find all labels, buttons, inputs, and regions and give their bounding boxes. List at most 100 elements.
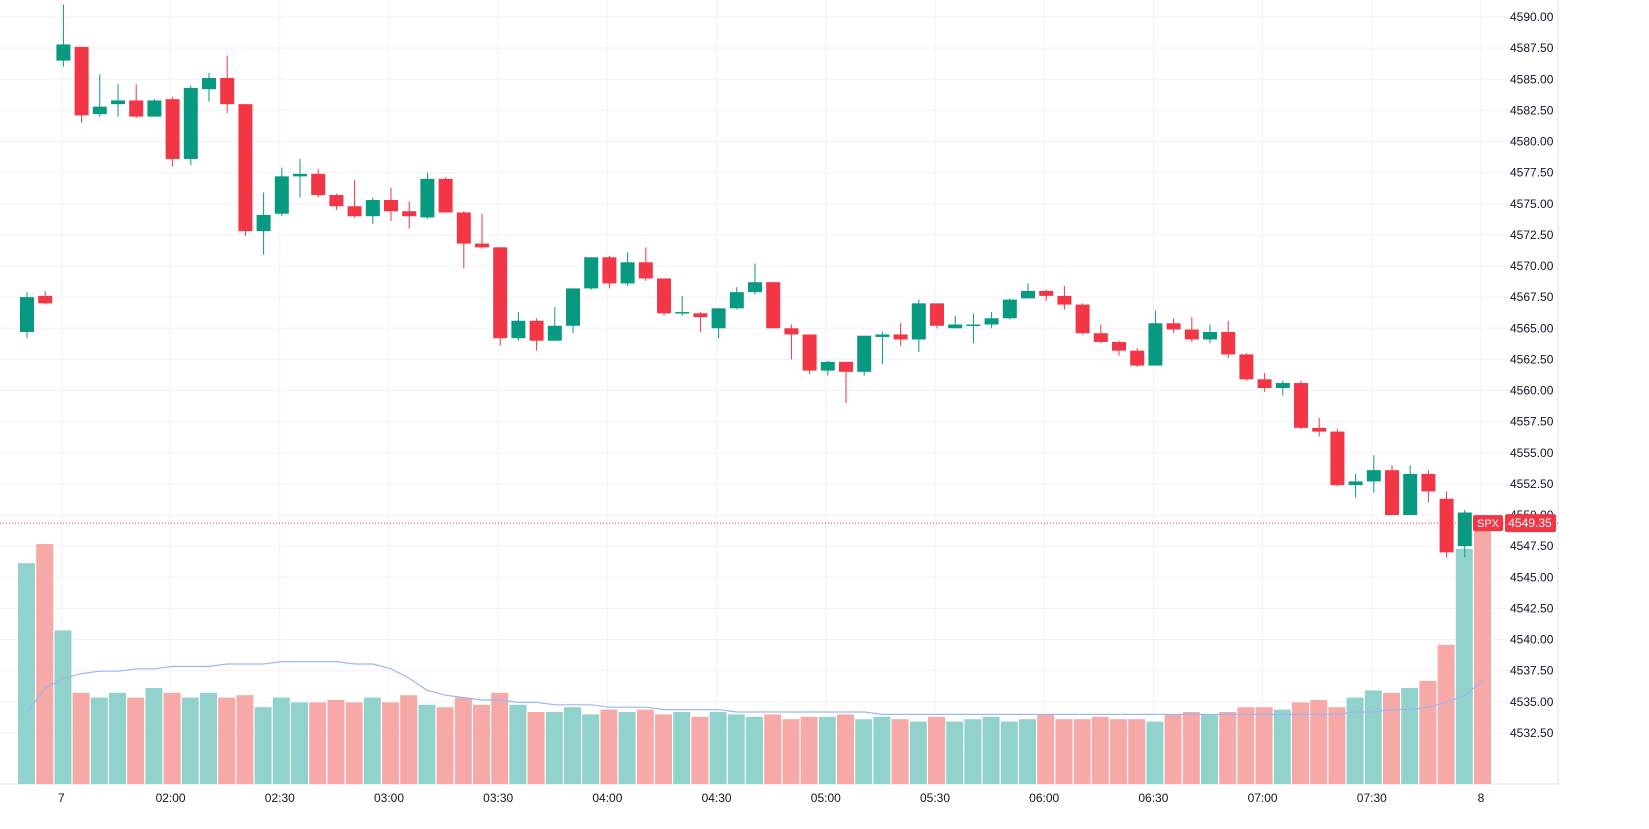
volume-bar — [127, 697, 145, 784]
price-axis-label: 4560.00 — [1510, 384, 1554, 398]
candle-body — [1312, 427, 1327, 432]
volume-bar — [236, 695, 254, 784]
price-axis-label: 4542.50 — [1510, 601, 1554, 615]
candle-body — [729, 292, 744, 309]
candle-body — [129, 100, 144, 117]
candle-body — [784, 328, 799, 335]
time-axis-label: 03:30 — [483, 791, 513, 805]
price-axis-label: 4555.00 — [1510, 446, 1554, 460]
volume-bar — [145, 688, 163, 784]
time-axis-label: 02:30 — [265, 791, 295, 805]
price-axis-label: 4582.50 — [1510, 103, 1554, 117]
price-axis-label: 4580.00 — [1510, 135, 1554, 149]
candle-body — [329, 195, 344, 207]
time-axis-label: 07:00 — [1248, 791, 1278, 805]
candle-body — [511, 320, 526, 339]
volume-bar — [1055, 719, 1073, 784]
price-axis-label: 4567.50 — [1510, 290, 1554, 304]
volume-bar — [454, 697, 472, 784]
volume-bar — [327, 700, 345, 784]
volume-bar — [1201, 714, 1218, 784]
candle-body — [547, 325, 562, 341]
volume-bar — [1292, 702, 1309, 784]
candle-body — [1203, 331, 1217, 340]
candle-body — [657, 278, 671, 314]
candle-body — [911, 303, 926, 340]
candle-body — [293, 173, 307, 177]
volume-bar — [1110, 719, 1127, 784]
last-price-label: 4549.35 — [1508, 516, 1552, 530]
candle-body — [566, 288, 580, 326]
candle-body — [1130, 350, 1145, 366]
volume-bar — [1383, 692, 1400, 784]
volume-bar — [909, 721, 927, 784]
volume-bar — [1146, 721, 1164, 784]
volume-bar — [946, 721, 964, 784]
candle-body — [1221, 331, 1236, 355]
volume-bar — [436, 707, 454, 784]
volume-bar — [1128, 719, 1146, 784]
volume-bar — [1255, 707, 1273, 784]
last-price-badge: SPX 4549.35 — [1473, 514, 1556, 533]
candle-body — [1057, 295, 1072, 305]
volume-bar — [509, 704, 527, 784]
volume-bar — [982, 716, 1000, 784]
volume-bar — [291, 702, 308, 784]
volume-bar — [1237, 707, 1255, 784]
candle-body — [1385, 470, 1399, 515]
volume-bar — [1364, 690, 1382, 784]
volume-bar — [691, 716, 709, 784]
candle-body — [1021, 290, 1035, 299]
candle-body — [1366, 470, 1381, 482]
candle-body — [238, 104, 253, 232]
price-axis-label: 4587.50 — [1510, 41, 1554, 55]
volume-bar — [36, 544, 54, 784]
candle-body — [92, 106, 107, 115]
candle-body — [183, 87, 198, 159]
volume-bar — [418, 704, 436, 784]
volume-bar — [855, 719, 873, 784]
volume-bar — [1219, 712, 1237, 784]
volume-bar — [618, 712, 636, 784]
volume-bar — [818, 716, 836, 784]
volume-bar — [473, 704, 490, 784]
volume-bar — [309, 702, 327, 784]
candle-body — [1403, 473, 1418, 515]
candle-body — [1257, 379, 1272, 389]
last-price-bg — [1505, 514, 1556, 533]
volume-bar — [891, 719, 909, 784]
volume-bar — [1437, 644, 1455, 784]
volume-bar — [1073, 719, 1091, 784]
candle-body — [147, 100, 162, 117]
candle-body — [584, 257, 599, 289]
candle-body — [766, 282, 781, 329]
candle-body — [347, 206, 362, 217]
volume-bar — [200, 692, 217, 784]
volume-bar — [837, 714, 854, 784]
candle-body — [529, 320, 544, 341]
candle-body — [274, 176, 289, 214]
price-axis-label: 4537.50 — [1510, 664, 1554, 678]
price-axis-label: 4545.00 — [1510, 570, 1554, 584]
candle-body — [693, 313, 708, 318]
candle-body — [893, 334, 908, 340]
time-axis-label: 04:00 — [592, 791, 622, 805]
time-axis-label: 8 — [1478, 791, 1485, 805]
volume-bar — [1328, 707, 1346, 784]
candle-body — [857, 335, 872, 372]
volume-bar — [764, 714, 782, 784]
candle-body — [1439, 498, 1454, 553]
axis-layer: 4590.00 4587.50 4585.00 4582.50 4580.00 4577.… — [58, 10, 1556, 805]
volume-bar — [545, 712, 563, 784]
volume-bar — [400, 695, 418, 784]
volume-bar — [1037, 714, 1055, 784]
candle-body — [1075, 304, 1090, 334]
candle-body — [1330, 431, 1345, 486]
candle-body — [1002, 299, 1017, 319]
candle-body — [839, 361, 853, 372]
candle-body — [802, 334, 817, 371]
candle-body — [1166, 323, 1181, 330]
volume-bar — [382, 702, 399, 784]
